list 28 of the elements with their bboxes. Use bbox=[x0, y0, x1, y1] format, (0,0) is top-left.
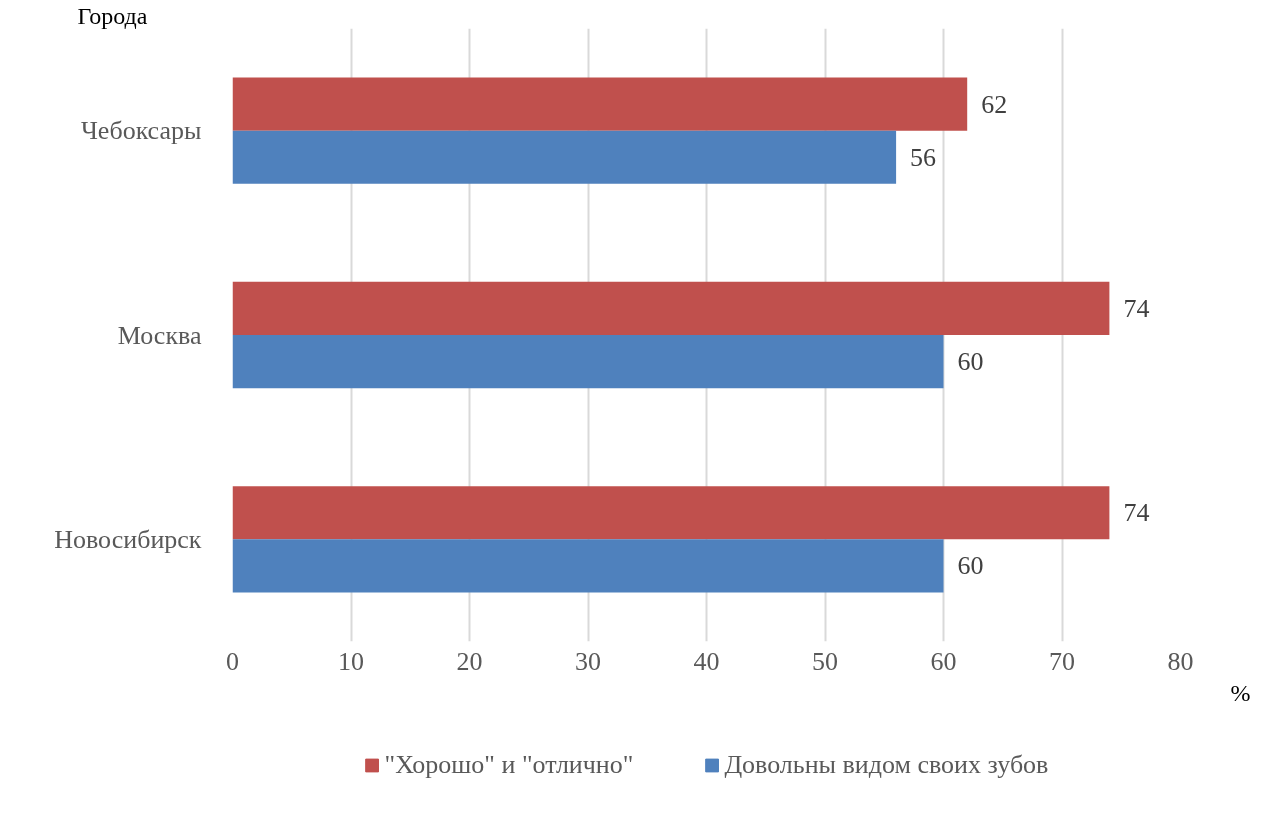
data-label: 74 bbox=[1123, 498, 1150, 528]
bar bbox=[232, 281, 1110, 335]
data-label: 62 bbox=[981, 89, 1008, 119]
data-label: 60 bbox=[957, 551, 984, 581]
data-label: 60 bbox=[957, 347, 984, 377]
x-tick-label: 30 bbox=[575, 646, 601, 676]
bar bbox=[232, 539, 944, 593]
y-axis-title: Города bbox=[77, 2, 148, 29]
bar bbox=[232, 486, 1110, 540]
y-tick-label: Москва bbox=[117, 320, 202, 350]
y-tick-label: Чебоксары bbox=[80, 116, 202, 146]
x-tick-label: 50 bbox=[812, 646, 838, 676]
x-tick-label: 0 bbox=[226, 646, 239, 676]
bar bbox=[232, 335, 944, 389]
data-label: 74 bbox=[1123, 293, 1150, 323]
bar bbox=[232, 77, 968, 131]
x-tick-label: 80 bbox=[1167, 646, 1194, 676]
legend-label: Довольны видом своих зубов bbox=[724, 750, 1049, 780]
x-tick-label: 20 bbox=[456, 646, 483, 676]
x-axis-title: % bbox=[1230, 679, 1251, 706]
x-tick-label: 10 bbox=[338, 646, 364, 676]
x-tick-label: 60 bbox=[930, 646, 957, 676]
x-tick-label: 70 bbox=[1049, 646, 1075, 676]
x-tick-label: 40 bbox=[693, 646, 720, 676]
data-label: 56 bbox=[910, 142, 937, 172]
bar bbox=[232, 130, 897, 184]
legend-label: "Хорошо" и "отлично" bbox=[384, 750, 634, 780]
y-tick-label: Новосибирск bbox=[54, 524, 202, 554]
